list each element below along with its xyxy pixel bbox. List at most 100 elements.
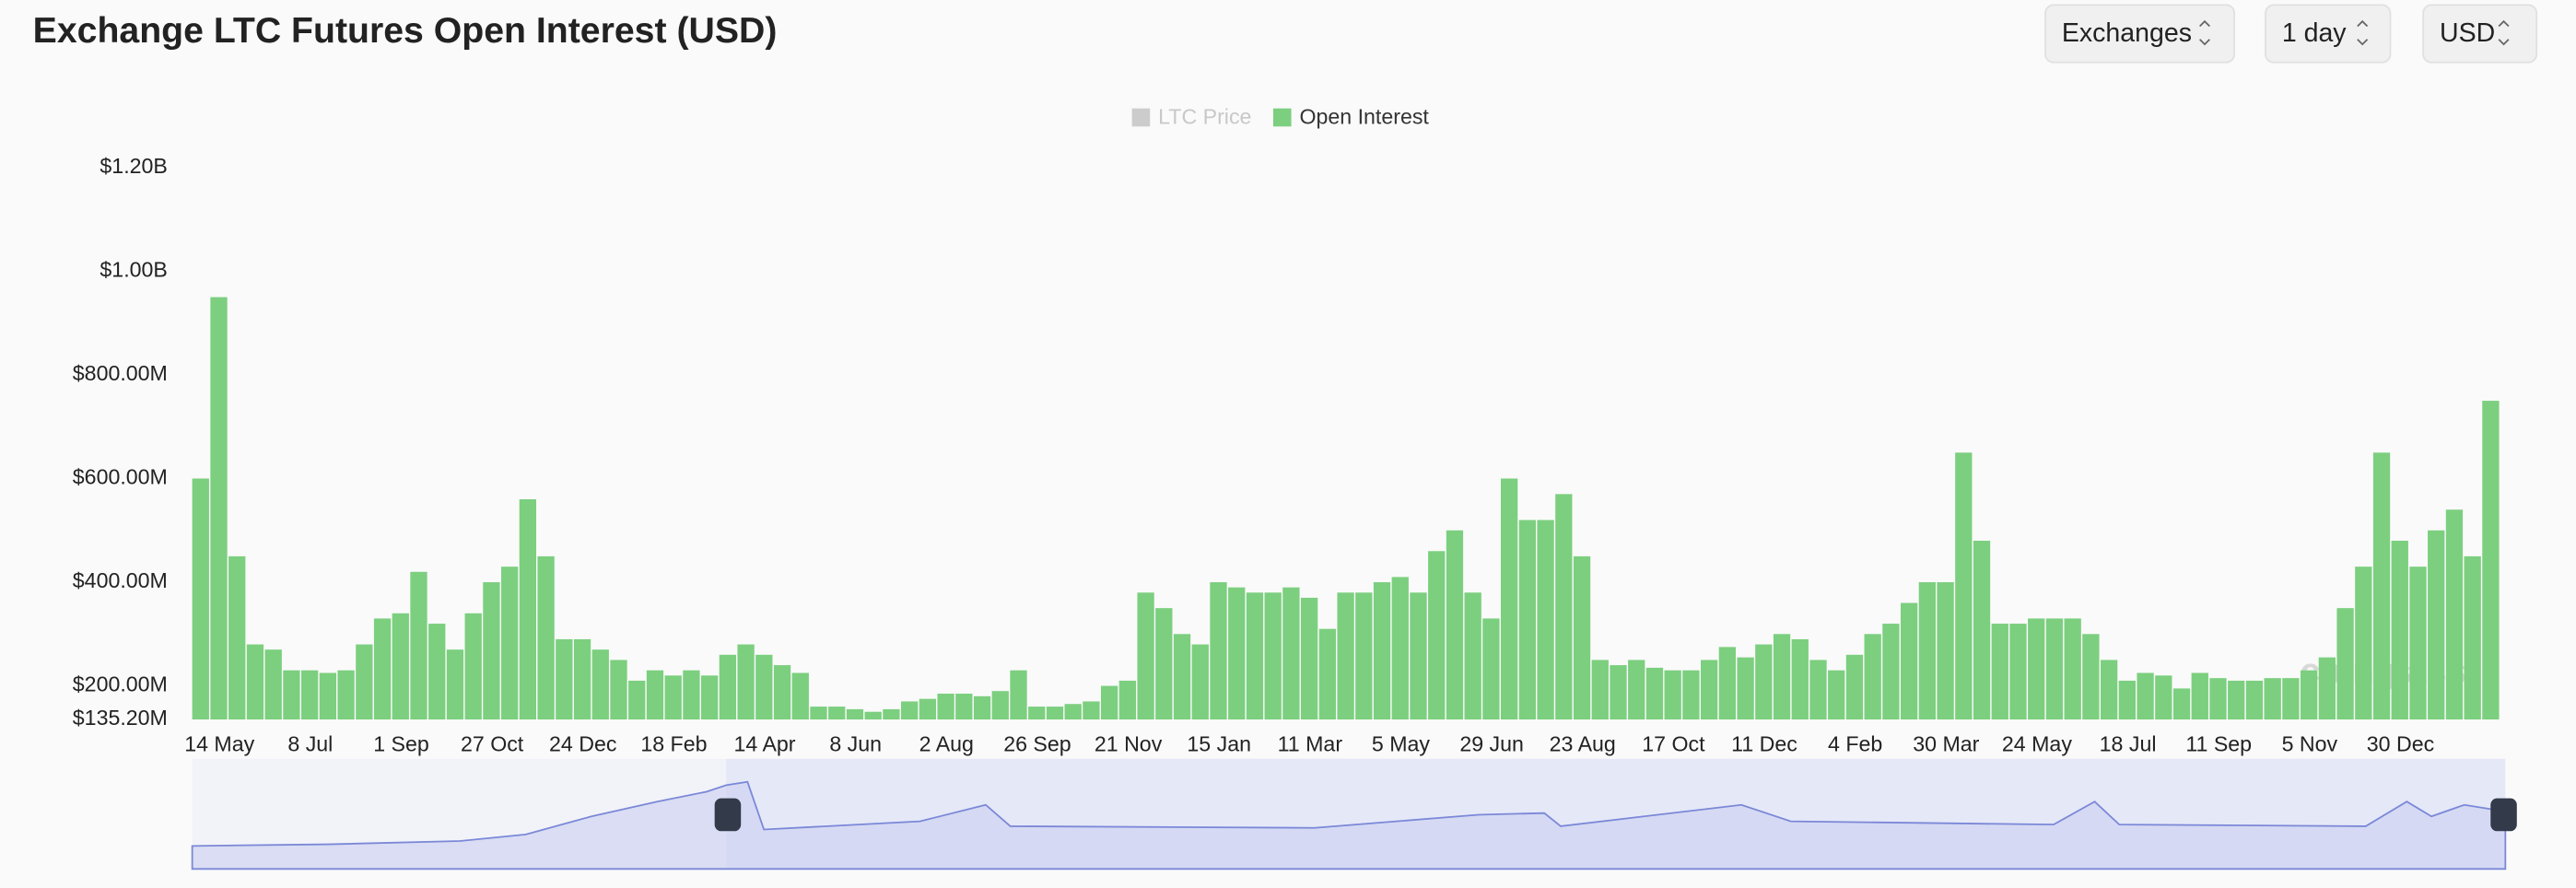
bar bbox=[2445, 509, 2464, 720]
bar bbox=[2155, 675, 2172, 720]
x-tick-label: 14 Apr bbox=[734, 732, 796, 756]
bar bbox=[428, 624, 446, 720]
legend-label[interactable]: Open Interest bbox=[1299, 105, 1429, 129]
bar bbox=[2300, 670, 2318, 720]
bar bbox=[1537, 520, 1554, 720]
bar bbox=[446, 649, 464, 720]
bar bbox=[2336, 608, 2354, 720]
bar bbox=[1555, 494, 1573, 720]
bar bbox=[1773, 634, 1791, 720]
bar bbox=[628, 680, 646, 720]
bar bbox=[264, 649, 282, 720]
bar bbox=[828, 707, 846, 720]
navigator-preview bbox=[191, 780, 2507, 870]
y-tick-label: $600.00M bbox=[73, 465, 168, 489]
bar bbox=[1100, 685, 1118, 720]
x-tick-label: 30 Mar bbox=[1913, 732, 1979, 756]
x-tick-label: 17 Oct bbox=[1642, 732, 1705, 756]
y-tick-label: $1.20B bbox=[100, 154, 167, 178]
bar bbox=[1355, 592, 1373, 720]
x-tick-label: 11 Mar bbox=[1278, 732, 1343, 756]
bar bbox=[392, 613, 409, 720]
bar bbox=[2282, 678, 2300, 720]
dropdown-box[interactable] bbox=[2044, 4, 2235, 64]
bar bbox=[1046, 707, 1064, 720]
legend-swatch[interactable] bbox=[1272, 108, 1292, 127]
bar bbox=[1955, 452, 1973, 720]
dropdown[interactable]: 1 day bbox=[2265, 4, 2392, 64]
bar bbox=[1591, 660, 1609, 720]
bar bbox=[373, 618, 392, 720]
bar bbox=[1300, 597, 1318, 720]
bar bbox=[1028, 707, 1046, 720]
bar bbox=[2372, 452, 2391, 720]
x-tick-label: 29 Jun bbox=[1459, 732, 1524, 756]
x-tick-label: 18 Feb bbox=[640, 732, 707, 756]
legend-swatch[interactable] bbox=[1131, 108, 1151, 127]
bar bbox=[1700, 660, 1718, 720]
bar bbox=[2028, 618, 2045, 720]
dropdown-label[interactable]: Exchanges bbox=[2062, 18, 2192, 48]
bar bbox=[210, 297, 228, 720]
bar bbox=[2191, 672, 2208, 720]
navigator-handle[interactable] bbox=[2490, 798, 2517, 832]
bar bbox=[2209, 678, 2227, 720]
bar bbox=[1318, 628, 1337, 720]
x-tick-label: 21 Nov bbox=[1095, 732, 1163, 756]
bar bbox=[1391, 577, 1409, 720]
bar bbox=[1864, 634, 1881, 720]
bar bbox=[1882, 624, 1900, 720]
bar bbox=[1264, 592, 1282, 720]
bar bbox=[537, 555, 555, 720]
bar bbox=[2064, 618, 2081, 720]
bar bbox=[900, 701, 919, 720]
bar bbox=[1155, 608, 1173, 720]
dropdown-box[interactable] bbox=[2265, 4, 2392, 64]
dropdown-label[interactable]: USD bbox=[2440, 18, 2495, 48]
bar bbox=[1518, 520, 1537, 720]
bar bbox=[1737, 657, 1754, 720]
dropdown[interactable]: Exchanges bbox=[2044, 4, 2235, 64]
bar bbox=[2172, 688, 2191, 720]
bar bbox=[1937, 582, 1954, 720]
y-tick-label: $800.00M bbox=[73, 361, 168, 385]
chevron bbox=[2357, 19, 2369, 46]
bar bbox=[1191, 644, 1209, 720]
bar bbox=[500, 567, 519, 720]
bar bbox=[1083, 701, 1100, 720]
x-tick-label: 24 May bbox=[2002, 732, 2072, 756]
bar bbox=[1828, 670, 1845, 720]
bar bbox=[755, 654, 773, 720]
bar bbox=[610, 660, 627, 720]
bar bbox=[2228, 680, 2245, 720]
bar bbox=[973, 695, 991, 720]
bar bbox=[556, 638, 573, 720]
x-tick-label: 30 Dec bbox=[2367, 732, 2434, 756]
dropdown[interactable]: USD bbox=[2422, 4, 2538, 64]
bar bbox=[2100, 660, 2118, 720]
navigator[interactable] bbox=[191, 758, 2517, 870]
bar bbox=[864, 711, 882, 720]
x-tick-label: 14 May bbox=[184, 732, 254, 756]
bar bbox=[791, 672, 809, 720]
bar bbox=[719, 654, 737, 720]
bar bbox=[773, 665, 791, 720]
bar bbox=[955, 694, 973, 720]
bar bbox=[410, 571, 427, 720]
bar bbox=[283, 670, 300, 720]
x-tick-label: 18 Jul bbox=[2100, 732, 2157, 756]
dropdown-box[interactable] bbox=[2422, 4, 2538, 64]
x-tick-label: 8 Jul bbox=[287, 732, 333, 756]
dropdown-label[interactable]: 1 day bbox=[2282, 18, 2347, 48]
bar bbox=[1228, 587, 1246, 720]
bar bbox=[1991, 624, 2008, 720]
bar bbox=[246, 644, 264, 720]
bar bbox=[937, 694, 954, 720]
legend-label[interactable]: LTC Price bbox=[1158, 105, 1251, 129]
x-tick-label: 23 Aug bbox=[1550, 732, 1616, 756]
bar bbox=[737, 644, 755, 720]
navigator-handle[interactable] bbox=[714, 798, 742, 832]
bar bbox=[664, 675, 682, 720]
